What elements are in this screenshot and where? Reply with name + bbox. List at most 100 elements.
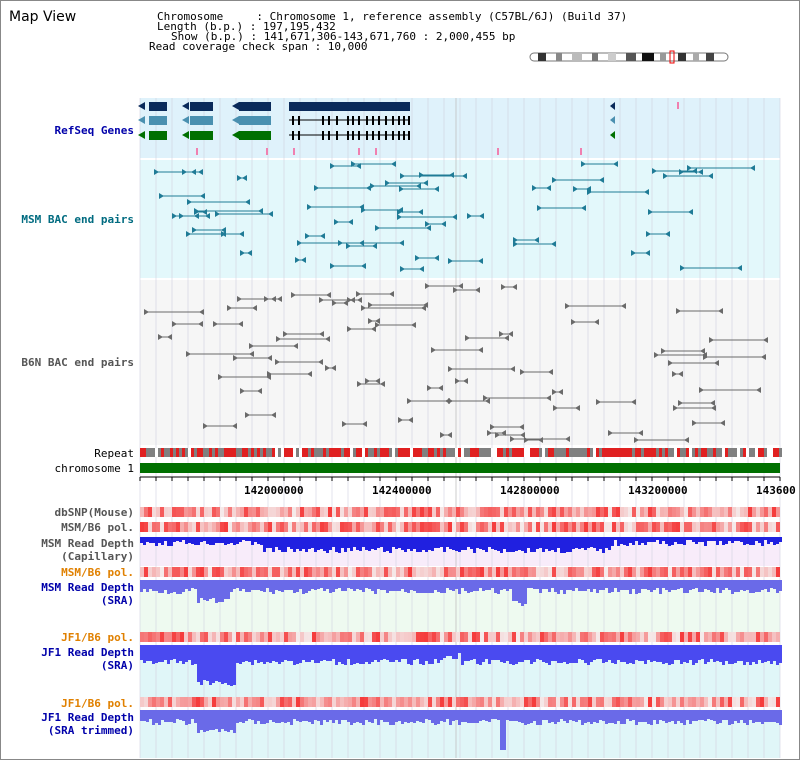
jf1-sra-depth-bar	[527, 645, 530, 660]
msm-sra-depth-bar	[629, 580, 632, 594]
msm-sra-depth-bar	[713, 580, 716, 593]
jf1-sra-depth-bar	[491, 645, 494, 660]
repeat-block	[662, 448, 665, 457]
b6n-bac-pair-end	[672, 371, 677, 377]
msm-cap-depth-bar	[608, 537, 611, 550]
msm-cap-depth-bar	[200, 537, 203, 542]
msm-bac-pair-end	[425, 221, 430, 227]
msm-sra-depth-bar	[245, 580, 248, 592]
msm-sra-depth-bar	[752, 580, 755, 593]
msm-cap-depth-bar	[767, 537, 770, 544]
repeat-block	[299, 448, 302, 457]
msm-pol-cell	[664, 522, 668, 532]
msm-sra-depth-bar	[767, 580, 770, 592]
msm-cap-depth-bar	[350, 537, 353, 551]
jf1-sra-depth-bar	[776, 645, 779, 665]
track-label-msm-b6-pol[interactable]: MSM/B6 pol.	[61, 521, 134, 534]
jf1-pol2-cell	[444, 697, 448, 707]
dbsnp-cell	[360, 507, 364, 517]
jf1-trim-depth-bar	[596, 710, 599, 723]
jf1-trim-depth-bar	[308, 710, 311, 722]
jf1-trim-depth-bar	[242, 710, 245, 723]
jf1-pol-cell	[276, 632, 280, 642]
jf1-pol2-cell	[384, 697, 388, 707]
dbsnp-cell	[508, 507, 512, 517]
msm-pol-cell	[468, 522, 472, 532]
jf1-sra-depth-bar	[488, 645, 491, 664]
msm-cap-depth-bar	[377, 537, 380, 548]
jf1-sra-depth-bar	[437, 645, 440, 663]
jf1-sra-depth-bar	[275, 645, 278, 662]
msm-pol-cell	[192, 522, 196, 532]
b6n-bac-pair-end	[277, 296, 282, 302]
track-label-dbsnp[interactable]: dbSNP(Mouse)	[54, 506, 134, 519]
track-label-jf1-depth-trim[interactable]: JF1 Read Depth	[41, 711, 134, 724]
snp-mark	[497, 148, 499, 155]
jf1-pol2-cell	[524, 697, 528, 707]
jf1-trim-depth-bar	[488, 710, 491, 722]
dbsnp-cell	[288, 507, 292, 517]
jf1-sra-depth-bar	[311, 645, 314, 660]
jf1-pol-cell	[376, 632, 380, 642]
repeat-block	[308, 448, 311, 457]
jf1-pol2-cell	[640, 697, 644, 707]
track-label-chromosome[interactable]: chromosome 1	[54, 462, 134, 475]
jf1-sra-depth-bar	[632, 645, 635, 664]
track-label-msm-b6-pol-2[interactable]: MSM/B6 pol.	[61, 566, 134, 579]
jf1-pol-cell	[648, 632, 652, 642]
track-label-refseq[interactable]: RefSeq Genes	[54, 124, 134, 137]
jf1-pol2-cell	[572, 697, 576, 707]
track-label-jf1-b6-pol-2[interactable]: JF1/B6 pol.	[61, 697, 134, 710]
msm-sra-depth-bar	[461, 580, 464, 588]
jf1-pol-cell	[608, 632, 612, 642]
dbsnp-cell	[432, 507, 436, 517]
jf1-sra-depth-bar	[635, 645, 638, 660]
track-label-b6n-bac[interactable]: B6N BAC end pairs	[21, 356, 134, 369]
jf1-pol2-cell	[632, 697, 636, 707]
jf1-pol2-cell	[744, 697, 748, 707]
chromosome-ideogram[interactable]	[528, 50, 730, 64]
track-label-repeat[interactable]: Repeat	[94, 447, 134, 460]
dbsnp-cell	[600, 507, 604, 517]
b6n-bac-pair-end	[676, 308, 681, 314]
track-label-msm-depth-cap[interactable]: MSM Read Depth	[41, 537, 134, 550]
track-label-msm-depth-sra[interactable]: MSM Read Depth	[41, 581, 134, 594]
axis-tick-label: 143600	[756, 484, 796, 497]
msm-pol2-cell	[644, 567, 648, 577]
b6n-bac-pair-end	[342, 421, 347, 427]
msm-pol-cell	[644, 522, 648, 532]
jf1-sra-depth-bar	[548, 645, 551, 665]
msm-bac-pair-end	[301, 257, 306, 263]
msm-cap-depth-bar	[374, 537, 377, 550]
dbsnp-cell	[576, 507, 580, 517]
jf1-pol2-cell	[448, 697, 452, 707]
jf1-pol2-cell	[256, 697, 260, 707]
repeat-block	[446, 448, 449, 457]
jf1-trim-depth-bar	[725, 710, 728, 720]
jf1-pol-cell	[752, 632, 756, 642]
msm-pol-cell	[708, 522, 712, 532]
dbsnp-cell	[480, 507, 484, 517]
msm-cap-depth-bar	[593, 537, 596, 548]
dbsnp-cell	[148, 507, 152, 517]
jf1-sra-depth-bar	[215, 645, 218, 681]
jf1-pol2-cell	[612, 697, 616, 707]
msm-pol2-cell	[496, 567, 500, 577]
msm-sra-depth-bar	[470, 580, 473, 592]
msm-pol2-cell	[312, 567, 316, 577]
dbsnp-cell	[272, 507, 276, 517]
jf1-pol2-cell	[536, 697, 540, 707]
jf1-pol2-cell	[660, 697, 664, 707]
msm-sra-depth-bar	[620, 580, 623, 590]
repeat-block	[383, 448, 386, 457]
jf1-pol2-cell	[336, 697, 340, 707]
repeat-block	[689, 448, 692, 457]
dbsnp-cell	[700, 507, 704, 517]
msm-sra-depth-bar	[542, 580, 545, 589]
track-label-jf1-depth-sra[interactable]: JF1 Read Depth	[41, 646, 134, 659]
msm-sra-depth-bar	[425, 580, 428, 593]
track-label-msm-bac[interactable]: MSM BAC end pairs	[21, 213, 134, 226]
track-label-jf1-b6-pol[interactable]: JF1/B6 pol.	[61, 631, 134, 644]
msm-pol-cell	[628, 522, 632, 532]
msm-sra-depth-bar	[677, 580, 680, 589]
